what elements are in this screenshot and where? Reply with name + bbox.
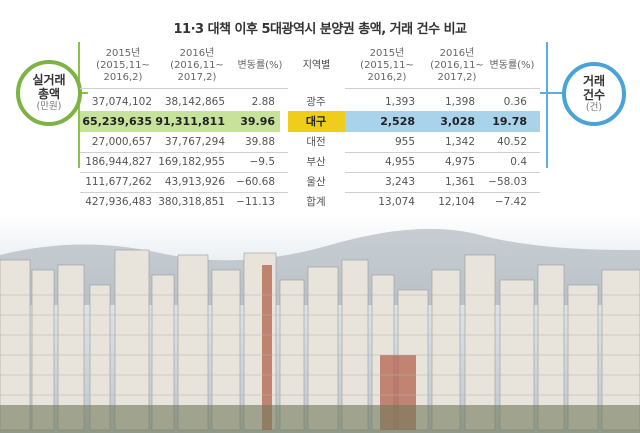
count-2016-daegu: 3,028 <box>440 115 475 128</box>
amount-2015-daegu: 65,239,635 <box>82 115 152 128</box>
row-divider-1r <box>345 152 540 153</box>
row-divider-2 <box>80 172 288 173</box>
amount-2015-gwangju: 37,074,102 <box>91 96 152 108</box>
amount-2016-daegu: 91,311,811 <box>155 115 225 128</box>
row-divider-3 <box>80 192 288 193</box>
right-accent-line <box>546 42 548 168</box>
count-change-busan: 0.4 <box>510 156 527 168</box>
header-amount-change: 변동률(%) <box>237 60 283 71</box>
region-daejeon: 대전 <box>306 136 326 148</box>
count-2015-daegu: 2,528 <box>380 115 415 128</box>
amount-2015-daejeon: 27,000,657 <box>91 136 152 148</box>
right-connector <box>540 92 564 94</box>
region-gwangju: 광주 <box>306 96 326 108</box>
count-change-gwangju: 0.36 <box>503 96 527 108</box>
header-count-2015: 2015년 (2015,11~ 2016,2) <box>360 48 414 83</box>
amount-2016-total: 380,318,851 <box>158 196 225 208</box>
count-2015-busan: 4,955 <box>384 156 415 168</box>
row-divider-3r <box>345 192 540 193</box>
header-amount-2015: 2015년 (2015,11~ 2016,2) <box>96 48 150 83</box>
count-2016-ulsan: 1,361 <box>444 176 475 188</box>
count-change-daegu: 19.78 <box>492 115 527 128</box>
amount-2016-gwangju: 38,142,865 <box>164 96 225 108</box>
amount-change-ulsan: −60.68 <box>236 176 275 188</box>
highlight-band-count <box>345 111 540 132</box>
count-2015-total: 13,074 <box>378 196 415 208</box>
count-change-daejeon: 40.52 <box>496 136 527 148</box>
count-label-badge: 거래 건수 (건) <box>562 62 626 126</box>
row-divider-2r <box>345 172 540 173</box>
count-2016-total: 12,104 <box>438 196 475 208</box>
count-change-ulsan: −58.03 <box>488 176 527 188</box>
chart-title: 11·3 대책 이후 5대광역시 분양권 총액, 거래 건수 비교 <box>173 22 467 37</box>
count-label-title: 거래 건수 <box>582 74 606 102</box>
amount-2015-total: 427,936,483 <box>85 196 152 208</box>
amount-change-gwangju: 2.88 <box>251 96 275 108</box>
count-2016-busan: 4,975 <box>444 156 475 168</box>
header-region: 지역별 <box>302 60 331 71</box>
highlight-band-region <box>288 111 345 132</box>
count-2015-gwangju: 1,393 <box>384 96 415 108</box>
left-connector <box>78 92 88 94</box>
region-daegu: 대구 <box>305 115 327 128</box>
apartment-skyline-photo <box>0 215 640 433</box>
amount-change-busan: −9.5 <box>249 156 276 168</box>
amount-label-unit: (만원) <box>36 101 62 112</box>
row-divider-1 <box>80 152 288 153</box>
header-count-2016: 2016년 (2016,11~ 2017,2) <box>430 48 484 83</box>
amount-2015-busan: 186,944,827 <box>85 156 152 168</box>
header-count-change: 변동률(%) <box>489 60 535 71</box>
region-total: 합계 <box>306 196 326 208</box>
highlight-band-amount <box>80 111 280 132</box>
amount-change-total: −11.13 <box>236 196 275 208</box>
amount-change-daejeon: 39.88 <box>244 136 275 148</box>
amount-2015-ulsan: 111,677,262 <box>85 176 152 188</box>
amount-2016-busan: 169,182,955 <box>158 156 225 168</box>
amount-label-title: 실거래 총액 <box>32 73 66 101</box>
count-2015-ulsan: 3,243 <box>384 176 415 188</box>
amount-change-daegu: 39.96 <box>240 115 275 128</box>
header-amount-2016: 2016년 (2016,11~ 2017,2) <box>170 48 224 83</box>
region-busan: 부산 <box>306 156 326 168</box>
amount-label-badge: 실거래 총액 (만원) <box>16 60 82 126</box>
count-label-unit: (건) <box>585 102 603 113</box>
amount-2016-daejeon: 37,767,294 <box>164 136 225 148</box>
count-2016-daejeon: 1,342 <box>444 136 475 148</box>
amount-2016-ulsan: 43,913,926 <box>164 176 225 188</box>
region-ulsan: 울산 <box>306 176 326 188</box>
count-2016-gwangju: 1,398 <box>444 96 475 108</box>
count-change-total: −7.42 <box>494 196 527 208</box>
header-divider-right <box>345 88 540 89</box>
header-divider-left <box>80 88 288 89</box>
count-2015-daejeon: 955 <box>394 136 415 148</box>
